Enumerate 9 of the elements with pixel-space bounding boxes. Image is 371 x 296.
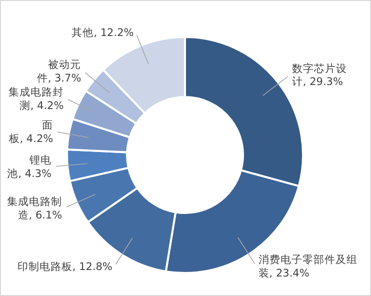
slice-label: 锂电池, 4.3% (7, 154, 52, 180)
slice-label: 数字芯片设计, 29.3% (292, 62, 347, 88)
slice-label: 其他, 12.2% (72, 26, 134, 40)
slice-label: 面板, 4.2% (8, 120, 54, 145)
slice-label: 集成电路制造, 6.1% (7, 195, 62, 222)
slice-label: 消费电子零部件及组装, 23.4% (258, 253, 358, 280)
slice-label: 集成电路封测, 4.2% (8, 86, 64, 112)
slice-label: 被动元件, 3.7% (36, 58, 82, 84)
slice-label: 印制电路板, 12.8% (17, 260, 112, 274)
